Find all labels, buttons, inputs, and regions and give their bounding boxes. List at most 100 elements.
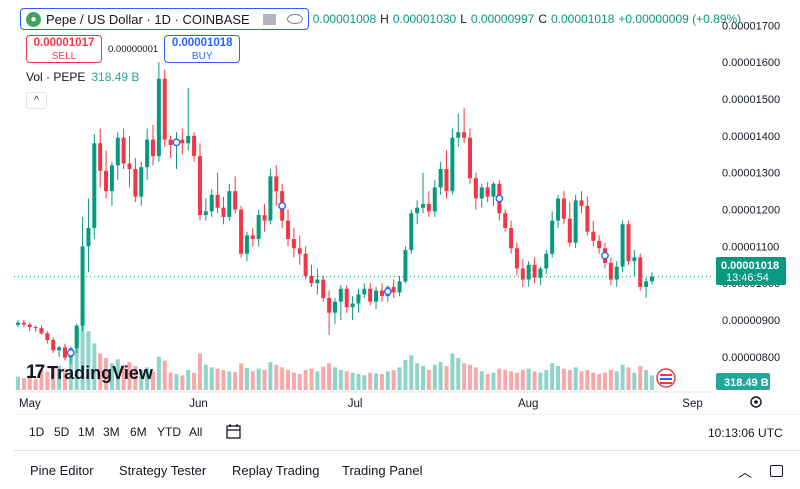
price-scale[interactable]: 0.00001700 0.00001600 0.00001500 0.00001400…: [722, 20, 780, 364]
volume-bar: [426, 370, 431, 390]
spread-value: 0.00000001: [108, 43, 159, 55]
chart-pane[interactable]: 0.00001700 0.00001600 0.00001500 0.00001400…: [0, 0, 800, 415]
tab-pine-editor[interactable]: Pine Editor: [30, 463, 94, 478]
candle-body: [632, 257, 637, 262]
timeframe-3m[interactable]: 3M: [103, 425, 120, 439]
eye-icon[interactable]: [286, 14, 303, 24]
tab-trading-panel[interactable]: Trading Panel: [342, 463, 423, 478]
candle-body: [620, 224, 625, 267]
event-marker-icon[interactable]: [601, 251, 609, 260]
timeframe-5d[interactable]: 5D: [54, 425, 70, 439]
candle-body: [303, 253, 308, 276]
volume-bar: [432, 364, 437, 390]
event-marker-icon[interactable]: [172, 138, 181, 147]
candle-body: [362, 288, 367, 295]
candle-body: [462, 132, 467, 138]
timeframe-1m[interactable]: 1M: [78, 425, 95, 439]
candle-body: [338, 288, 343, 302]
countdown-label: 13:46:54: [726, 272, 769, 284]
volume-bar: [467, 364, 472, 390]
volume-bar: [491, 372, 496, 390]
tab-strategy-tester[interactable]: Strategy Tester: [119, 463, 207, 478]
candle-body: [291, 239, 296, 249]
candle-body: [115, 137, 120, 166]
volume-bar: [268, 362, 273, 390]
volume-bar: [168, 372, 173, 390]
candle-body: [62, 347, 67, 358]
volume-bar: [62, 368, 67, 390]
candle-body: [321, 279, 326, 298]
volume-bar: [538, 372, 543, 390]
ohlc-values: 0.00001008 H 0.00001030 L 0.00000997 C 0.00…: [313, 12, 741, 26]
candle-body: [567, 218, 572, 243]
volume-legend-value: 318.49 B: [91, 70, 140, 84]
collapse-legend-button[interactable]: ^: [26, 92, 47, 109]
volume-bar: [162, 360, 167, 390]
candle-body: [74, 325, 79, 349]
volume-bar: [274, 364, 279, 390]
buy-button[interactable]: 0.00001018 BUY: [164, 35, 241, 63]
close-label: C: [538, 12, 547, 26]
event-marker-icon[interactable]: [383, 287, 392, 296]
earnings-flag-icon[interactable]: [656, 368, 676, 388]
volume-bar: [256, 368, 261, 390]
volume-bars: [16, 310, 654, 390]
maximize-icon[interactable]: [770, 465, 783, 477]
candle-body: [374, 290, 379, 302]
volume-bar: [250, 371, 255, 390]
volume-bar: [585, 370, 590, 390]
volume-bar: [86, 331, 91, 390]
volume-bar: [174, 374, 179, 390]
volume-bar: [479, 371, 484, 390]
volume-bar: [514, 372, 519, 390]
volume-bar: [444, 366, 449, 390]
candle-body: [33, 327, 38, 329]
volume-bar: [385, 371, 390, 390]
sell-button[interactable]: 0.00001017 SELL: [26, 35, 102, 63]
volume-bar: [421, 366, 426, 390]
volume-bar: [397, 367, 402, 390]
event-marker-icon[interactable]: [278, 201, 287, 210]
volume-bar: [556, 366, 561, 390]
chevron-up-icon[interactable]: ︿: [738, 464, 752, 480]
tab-replay-trading[interactable]: Replay Trading: [232, 463, 320, 478]
volume-bar: [603, 372, 607, 390]
volume-bar: [485, 374, 490, 390]
volume-bar: [280, 367, 285, 390]
price-tick-label: 0.00001600: [722, 57, 780, 69]
date-range-calendar-icon[interactable]: [225, 423, 242, 440]
timeframe-1d[interactable]: 1D: [29, 425, 45, 439]
timeframe-6m[interactable]: 6M: [130, 425, 147, 439]
volume-bar: [456, 358, 461, 390]
candle-body: [268, 176, 273, 221]
candle-body: [456, 132, 461, 138]
candle-body: [397, 281, 402, 293]
timeframe-ytd[interactable]: YTD: [157, 425, 181, 439]
symbol-title: Pepe / US Dollar · 1D · COINBASE: [46, 11, 250, 27]
time-scale[interactable]: May Jun Jul Aug Sep: [19, 398, 703, 410]
utc-clock[interactable]: 10:13:06 UTC: [708, 426, 783, 440]
volume-bar: [309, 368, 314, 390]
volume-bar: [567, 370, 572, 390]
candle-body: [538, 268, 543, 278]
flag-icon[interactable]: [262, 13, 276, 25]
volume-bar: [151, 371, 156, 390]
candle-body: [92, 143, 97, 228]
event-marker-icon[interactable]: [66, 348, 75, 357]
symbol-search-button[interactable]: ● Pepe / US Dollar · 1D · COINBASE: [20, 8, 309, 30]
volume-bar: [68, 350, 73, 390]
volume-bar: [286, 370, 291, 390]
timeframe-all[interactable]: All: [189, 425, 203, 439]
volume-bar: [209, 367, 214, 390]
settings-gear-icon[interactable]: [750, 396, 762, 408]
tradingview-logo-icon: 17: [26, 362, 45, 383]
volume-bar: [74, 326, 79, 390]
volume-bar: [197, 353, 202, 390]
event-marker-icon[interactable]: [495, 194, 504, 203]
price-chart[interactable]: 0.00001700 0.00001600 0.00001500 0.00001400…: [0, 0, 800, 415]
volume-bar: [332, 367, 337, 390]
volume-bar: [21, 378, 26, 390]
volume-bar: [344, 371, 349, 390]
change-value: +0.00000009 (+0.89%): [618, 12, 742, 26]
candle-body: [168, 139, 173, 146]
